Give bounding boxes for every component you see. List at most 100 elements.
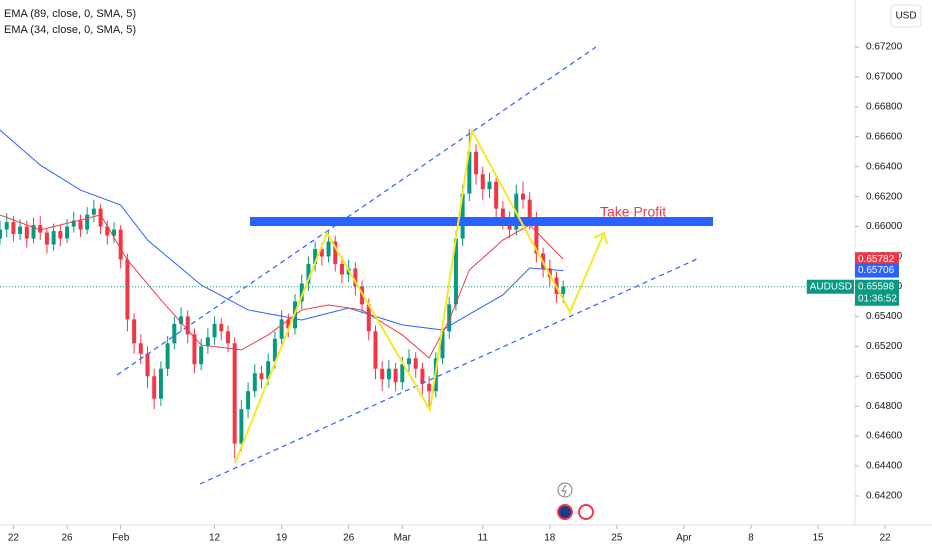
x-tick-label: 12 [209, 533, 221, 544]
candle-body [440, 331, 445, 359]
x-tick-label: 19 [276, 533, 288, 544]
candle-body [467, 151, 472, 194]
candle-body [500, 208, 505, 220]
flag-icon[interactable] [557, 504, 573, 520]
candle-body [400, 364, 405, 383]
candle-body [246, 391, 251, 410]
candle-body [118, 229, 123, 260]
x-tick-label: 22 [880, 533, 892, 544]
price-badge-label: 0.65598 [858, 281, 895, 292]
candle-body [480, 174, 485, 190]
event-icon[interactable] [557, 482, 573, 498]
candle-body [225, 331, 230, 344]
candle-body [105, 226, 110, 236]
plot-area [0, 129, 855, 459]
legend-entry: EMA (89, close, 0, SMA, 5) [4, 8, 136, 20]
candle-body [18, 226, 23, 235]
candle-body [158, 368, 163, 399]
x-tick-label: Mar [394, 533, 412, 544]
ema-badge-label: 0.65782 [858, 254, 895, 265]
y-tick-label: 0.66400 [866, 161, 903, 172]
candle-body [125, 259, 130, 320]
candle-body [58, 231, 63, 239]
x-tick-label: Apr [676, 533, 692, 544]
candle-body [266, 361, 271, 380]
candle-body [85, 214, 90, 230]
candle-body [386, 368, 391, 380]
candle-body [306, 263, 311, 284]
y-tick-label: 0.65400 [866, 311, 903, 322]
candle-body [152, 376, 157, 399]
candle-body [219, 323, 224, 332]
x-tick-label: 11 [478, 533, 489, 544]
zigzag-path [234, 127, 605, 464]
candle-body [353, 268, 358, 287]
x-tick-label: 26 [61, 533, 73, 544]
candle-body [420, 368, 425, 384]
candle-body [98, 208, 103, 227]
channel-lower [199, 258, 698, 485]
candle-body [145, 353, 150, 377]
symbol-badge [806, 279, 854, 294]
legend: EMA (89, close, 0, SMA, 5) EMA (34, clos… [4, 8, 136, 36]
candle-body [373, 331, 378, 369]
candle-body [11, 222, 16, 235]
y-tick-label: 0.64800 [866, 401, 903, 412]
candle-body [71, 220, 76, 227]
y-tick-label: 0.65200 [866, 341, 903, 352]
candle-body [31, 225, 36, 239]
candle-body [360, 286, 365, 305]
candle-body [494, 181, 499, 209]
x-tick-label: 8 [748, 533, 754, 544]
candle-body [534, 219, 539, 254]
countdown-label: 01:36:52 [858, 293, 897, 304]
x-tick-label: 15 [812, 533, 824, 544]
y-tick-label: 0.64200 [866, 491, 903, 502]
candle-body [165, 343, 170, 369]
candle-body [239, 409, 244, 444]
currency-label: USD [895, 11, 916, 22]
candle-body [44, 232, 49, 245]
candle-body [38, 225, 43, 233]
candle-body [212, 323, 217, 338]
currency-button[interactable] [890, 4, 922, 28]
candle-body [199, 346, 204, 365]
candle-body [91, 208, 96, 215]
candle-body [132, 319, 137, 344]
candle-body [179, 316, 184, 324]
y-tick-label: 0.66200 [866, 191, 903, 202]
candle-body [366, 304, 371, 332]
candle-body [78, 220, 83, 230]
flag-icon[interactable] [578, 504, 594, 520]
candle-body [474, 151, 479, 175]
candle-body [447, 304, 452, 332]
candle-body [272, 338, 277, 362]
candle-body [51, 231, 56, 245]
candle-body [24, 226, 29, 239]
candle-body [380, 368, 385, 380]
y-tick-label: 0.67000 [866, 72, 903, 83]
annotation: Take Profit [600, 204, 666, 220]
candle-body [313, 249, 318, 264]
candle-body [259, 373, 264, 380]
x-tick-label: 18 [544, 533, 556, 544]
candle-body [4, 222, 9, 230]
channel-upper [116, 46, 597, 376]
candle-body [319, 249, 324, 257]
candle-body [487, 181, 492, 190]
y-tick-label: 0.65000 [866, 371, 903, 382]
ema-badge [855, 263, 899, 278]
candle-body [561, 286, 566, 294]
candle-body [172, 323, 177, 344]
candle-body [413, 358, 418, 369]
x-tick-label: 26 [343, 533, 355, 544]
y-tick-label: 0.64400 [866, 461, 903, 472]
ema-line [0, 214, 564, 359]
candle-body [333, 241, 338, 264]
candle-body [192, 334, 197, 365]
candle-body [393, 368, 398, 383]
candle-body [299, 283, 304, 302]
